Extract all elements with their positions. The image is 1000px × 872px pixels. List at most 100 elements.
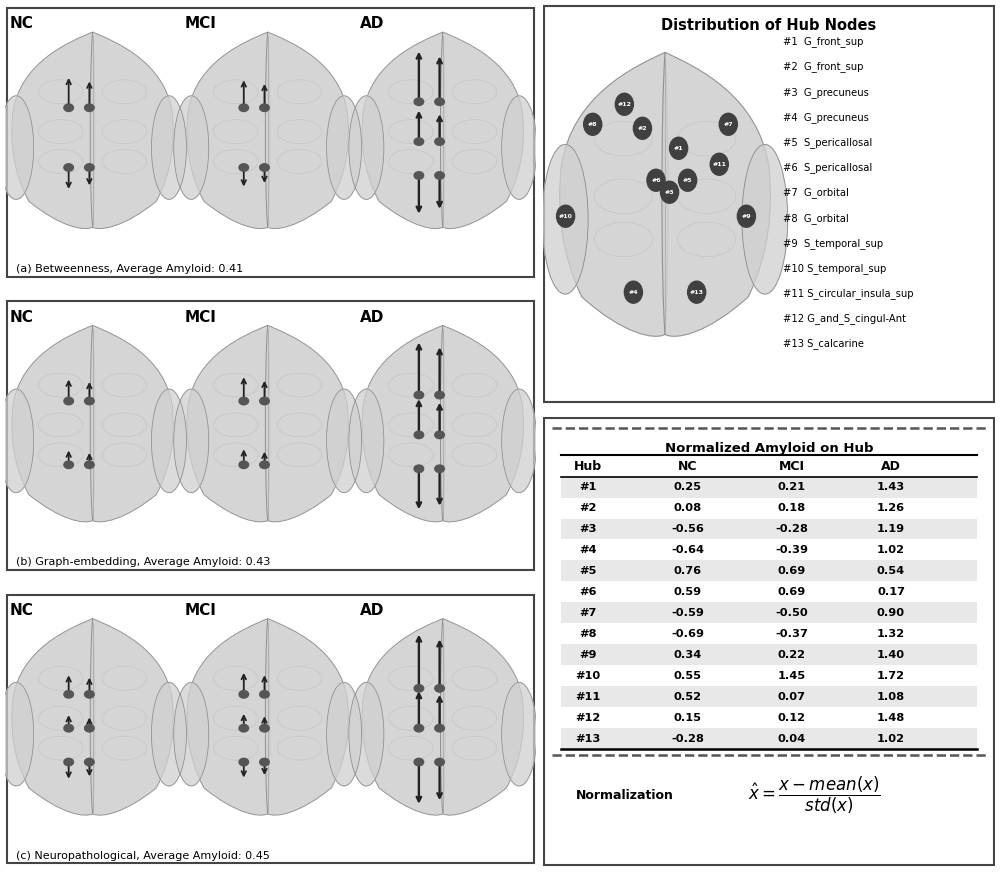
Ellipse shape [85, 725, 94, 732]
Text: 1.08: 1.08 [877, 691, 905, 702]
Ellipse shape [414, 172, 424, 180]
Text: #4: #4 [579, 545, 597, 555]
PathPatch shape [12, 32, 95, 228]
Text: AD: AD [881, 460, 901, 473]
PathPatch shape [362, 325, 445, 521]
Text: 0.25: 0.25 [674, 482, 702, 492]
Text: -0.64: -0.64 [671, 545, 704, 555]
Ellipse shape [414, 98, 424, 106]
PathPatch shape [440, 32, 523, 228]
Ellipse shape [349, 96, 384, 200]
Ellipse shape [742, 145, 788, 294]
PathPatch shape [362, 32, 445, 228]
Text: #1: #1 [674, 146, 683, 151]
Text: MCI: MCI [185, 17, 217, 31]
Text: -0.37: -0.37 [775, 629, 808, 639]
Text: 0.22: 0.22 [778, 650, 806, 660]
Text: $\hat{x} = \dfrac{x - mean(x)}{std(x)}$: $\hat{x} = \dfrac{x - mean(x)}{std(x)}$ [748, 775, 881, 816]
Ellipse shape [435, 392, 444, 399]
Ellipse shape [85, 759, 94, 766]
Text: 1.45: 1.45 [778, 671, 806, 681]
Ellipse shape [414, 759, 424, 766]
Text: #3  G_precuneus: #3 G_precuneus [783, 86, 868, 98]
Text: #9: #9 [742, 214, 751, 219]
Ellipse shape [85, 691, 94, 698]
Ellipse shape [260, 104, 269, 112]
Text: -0.39: -0.39 [775, 545, 808, 555]
Ellipse shape [414, 465, 424, 473]
Text: Normalized Amyloid on Hub: Normalized Amyloid on Hub [665, 441, 873, 454]
FancyBboxPatch shape [544, 5, 994, 402]
Text: 1.43: 1.43 [877, 482, 905, 492]
Text: #2: #2 [580, 503, 597, 513]
Text: #12: #12 [617, 102, 631, 106]
Ellipse shape [688, 281, 706, 303]
Text: #2  G_front_sup: #2 G_front_sup [783, 62, 863, 72]
Text: (a) Betweenness, Average Amyloid: 0.41: (a) Betweenness, Average Amyloid: 0.41 [16, 264, 243, 274]
Text: #5: #5 [683, 178, 692, 183]
Text: 0.90: 0.90 [877, 608, 905, 617]
Text: 0.34: 0.34 [674, 650, 702, 660]
Ellipse shape [260, 461, 269, 468]
FancyBboxPatch shape [544, 419, 994, 865]
PathPatch shape [90, 32, 173, 228]
Text: #6: #6 [579, 587, 597, 596]
Ellipse shape [661, 181, 679, 203]
Text: 1.02: 1.02 [877, 545, 905, 555]
Ellipse shape [435, 759, 444, 766]
Ellipse shape [85, 461, 94, 468]
Text: #3: #3 [665, 190, 674, 194]
Ellipse shape [327, 389, 362, 493]
Ellipse shape [414, 392, 424, 399]
Text: -0.28: -0.28 [671, 733, 704, 744]
PathPatch shape [187, 618, 270, 815]
Text: 0.76: 0.76 [674, 566, 702, 576]
Ellipse shape [0, 389, 34, 493]
Text: 1.26: 1.26 [877, 503, 905, 513]
Ellipse shape [414, 725, 424, 732]
Text: AD: AD [360, 17, 384, 31]
Ellipse shape [151, 683, 186, 786]
Ellipse shape [85, 104, 94, 112]
Text: #9: #9 [579, 650, 597, 660]
PathPatch shape [90, 325, 173, 521]
Text: #2: #2 [638, 126, 647, 131]
Ellipse shape [435, 172, 444, 180]
Ellipse shape [502, 389, 537, 493]
PathPatch shape [560, 52, 668, 337]
PathPatch shape [187, 32, 270, 228]
Ellipse shape [151, 96, 186, 200]
Text: -0.56: -0.56 [671, 524, 704, 534]
Ellipse shape [174, 96, 209, 200]
Text: 1.19: 1.19 [877, 524, 905, 534]
Ellipse shape [542, 145, 588, 294]
Text: 0.07: 0.07 [778, 691, 806, 702]
Ellipse shape [260, 759, 269, 766]
Ellipse shape [327, 683, 362, 786]
Text: 0.04: 0.04 [778, 733, 806, 744]
Text: #3: #3 [579, 524, 597, 534]
Ellipse shape [239, 398, 249, 405]
Ellipse shape [615, 93, 633, 115]
Ellipse shape [435, 431, 444, 439]
Text: (c) Neuropathological, Average Amyloid: 0.45: (c) Neuropathological, Average Amyloid: … [16, 851, 269, 861]
Ellipse shape [239, 759, 249, 766]
Ellipse shape [647, 169, 665, 191]
Text: #7: #7 [580, 608, 597, 617]
Ellipse shape [64, 461, 73, 468]
Ellipse shape [435, 725, 444, 732]
Text: 0.69: 0.69 [777, 587, 806, 596]
Text: Distribution of Hub Nodes: Distribution of Hub Nodes [661, 18, 877, 33]
PathPatch shape [362, 618, 445, 815]
Ellipse shape [0, 96, 34, 200]
Text: #7: #7 [724, 122, 733, 126]
Text: #11: #11 [576, 691, 601, 702]
Ellipse shape [151, 389, 186, 493]
Text: #6: #6 [651, 178, 661, 183]
Text: -0.69: -0.69 [671, 629, 704, 639]
Text: 1.48: 1.48 [877, 712, 905, 723]
FancyBboxPatch shape [561, 561, 977, 582]
Text: 1.02: 1.02 [877, 733, 905, 744]
Ellipse shape [414, 138, 424, 146]
PathPatch shape [265, 618, 348, 815]
